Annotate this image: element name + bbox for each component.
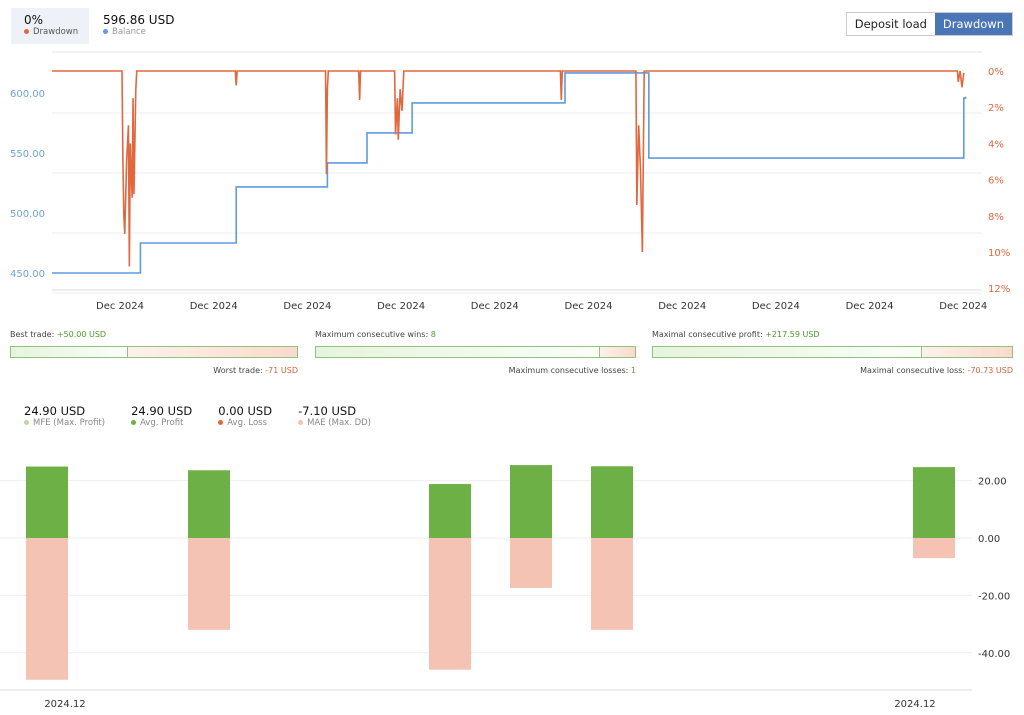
- max-wins-label: Maximum consecutive wins:: [315, 330, 429, 339]
- drawdown-line: [52, 70, 965, 267]
- legend-item-avg-profit: 24.90 USD Avg. Profit: [131, 404, 192, 428]
- right-tick-label: 6%: [988, 176, 1004, 187]
- x-tick-label: Dec 2024: [96, 301, 144, 312]
- drawdown-summary-card[interactable]: 0% Drawdown: [11, 8, 89, 44]
- legend-item-mae: -7.10 USD MAE (Max. DD): [298, 404, 371, 428]
- legend-value: -7.10 USD: [298, 404, 357, 418]
- max-profit-stat: Maximal consecutive profit: +217.59 USD: [652, 330, 820, 339]
- worst-trade-label: Worst trade:: [213, 366, 263, 375]
- worst-fill: [128, 347, 297, 357]
- left-tick-label: 450.00: [10, 269, 45, 280]
- mae-bar: [913, 538, 955, 559]
- legend-label: MFE (Max. Profit): [33, 418, 106, 428]
- max-loss-value: -70.73 USD: [967, 366, 1013, 375]
- legend-value: 24.90 USD: [131, 404, 193, 418]
- best-fill: [11, 347, 129, 357]
- profit-bar: [26, 466, 68, 538]
- balance-label: Balance: [112, 27, 146, 37]
- left-tick-label: 550.00: [10, 149, 45, 160]
- profit-fill: [653, 347, 923, 357]
- max-losses-label: Maximum consecutive losses:: [508, 366, 629, 375]
- loss-fill: [922, 347, 1012, 357]
- legend-label: MAE (Max. DD): [307, 418, 371, 428]
- balance-summary: 596.86 USD Balance: [103, 13, 174, 37]
- right-tick-label: 10%: [988, 248, 1010, 259]
- mae-bar: [510, 538, 552, 588]
- max-profit-label: Maximal consecutive profit:: [652, 330, 763, 339]
- x-tick-label: Dec 2024: [752, 301, 800, 312]
- x-tick-label: Dec 2024: [939, 301, 987, 312]
- legend-item-avg-loss: 0.00 USD Avg. Loss: [218, 404, 272, 428]
- mae-bar: [429, 538, 471, 670]
- max-loss-label: Maximal consecutive loss:: [860, 366, 966, 375]
- x-tick-label: Dec 2024: [283, 301, 331, 312]
- drawdown-value: 0%: [24, 13, 44, 27]
- legend-item-mfe: 24.90 USD MFE (Max. Profit): [24, 404, 105, 428]
- profit-bar: [510, 465, 552, 538]
- max-loss-stat: Maximal consecutive loss: -70.73 USD: [860, 366, 1013, 375]
- mfe-mae-legend: 24.90 USD MFE (Max. Profit) 24.90 USD Avg.…: [24, 404, 371, 428]
- dot-icon: [24, 420, 29, 425]
- profit-bar: [188, 470, 230, 538]
- x-tick-label: Dec 2024: [190, 301, 238, 312]
- drawdown-button[interactable]: Drawdown: [934, 13, 1012, 35]
- drawdown-dot-icon: [24, 29, 29, 34]
- drawdown-label: Drawdown: [33, 27, 79, 37]
- dot-icon: [131, 420, 137, 425]
- left-tick-label: 500.00: [10, 209, 45, 220]
- deposit-load-button[interactable]: Deposit load: [846, 13, 935, 35]
- losses-fill: [599, 347, 635, 357]
- y-tick-label: 20.00: [978, 477, 1007, 488]
- dot-icon: [298, 420, 304, 425]
- y-tick-label: -40.00: [978, 649, 1010, 660]
- x-tick-label: Dec 2024: [846, 301, 894, 312]
- profit-bar: [591, 466, 633, 538]
- worst-trade-stat: Worst trade: -71 USD: [213, 366, 298, 375]
- max-losses-stat: Maximum consecutive losses: 1: [509, 366, 636, 375]
- max-profit-value: +217.59 USD: [765, 330, 820, 339]
- max-losses-value: 1: [630, 366, 636, 375]
- right-tick-label: 4%: [988, 139, 1004, 150]
- balance-value: 596.86 USD: [103, 13, 175, 27]
- balance-dot-icon: [103, 29, 108, 34]
- best-trade-stat: Best trade: +50.00 USD: [10, 330, 106, 339]
- chart-mode-toggle: Deposit load Drawdown: [845, 12, 1013, 36]
- y-tick-label: -20.00: [978, 591, 1010, 602]
- best-trade-value: +50.00 USD: [56, 330, 107, 339]
- left-tick-label: 600.00: [10, 89, 45, 100]
- profit-bar: [913, 467, 955, 538]
- right-tick-label: 8%: [988, 212, 1004, 223]
- best-worst-bar: [10, 346, 298, 358]
- dot-icon: [218, 420, 224, 425]
- right-tick-label: 2%: [988, 103, 1004, 114]
- best-trade-label: Best trade:: [10, 330, 55, 339]
- legend-value: 0.00 USD: [218, 404, 273, 418]
- mfe-mae-chart: 20.00 0.00 -20.00 -40.00 2024.12 2024.12: [0, 465, 1010, 710]
- legend-label: Avg. Profit: [140, 418, 184, 428]
- wins-losses-bar: [315, 346, 636, 358]
- x-tick-label: Dec 2024: [565, 301, 613, 312]
- max-wins-stat: Maximum consecutive wins: 8: [315, 330, 436, 339]
- mae-bar: [26, 538, 68, 680]
- balance-drawdown-chart: 600.00 550.00 500.00 450.00 0% 2% 4% 6% 8% 10% 12%…: [10, 51, 1010, 312]
- max-wins-value: 8: [430, 330, 436, 339]
- profit-bar: [429, 484, 471, 538]
- x-tick-label: 2024.12: [44, 699, 85, 710]
- x-tick-label: Dec 2024: [471, 301, 519, 312]
- right-tick-label: 0%: [988, 67, 1004, 78]
- worst-trade-value: -71 USD: [265, 366, 298, 375]
- legend-label: Avg. Loss: [227, 418, 268, 428]
- wins-fill: [316, 347, 600, 357]
- y-tick-label: 0.00: [978, 534, 1000, 545]
- legend-value: 24.90 USD: [24, 404, 86, 418]
- x-tick-label: 2024.12: [894, 699, 935, 710]
- mae-bar: [188, 538, 230, 630]
- x-tick-label: Dec 2024: [658, 301, 706, 312]
- right-tick-label: 12%: [988, 284, 1010, 295]
- balance-line: [52, 72, 967, 274]
- x-tick-label: Dec 2024: [377, 301, 425, 312]
- profit-loss-bar: [652, 346, 1013, 358]
- mae-bar: [591, 538, 633, 630]
